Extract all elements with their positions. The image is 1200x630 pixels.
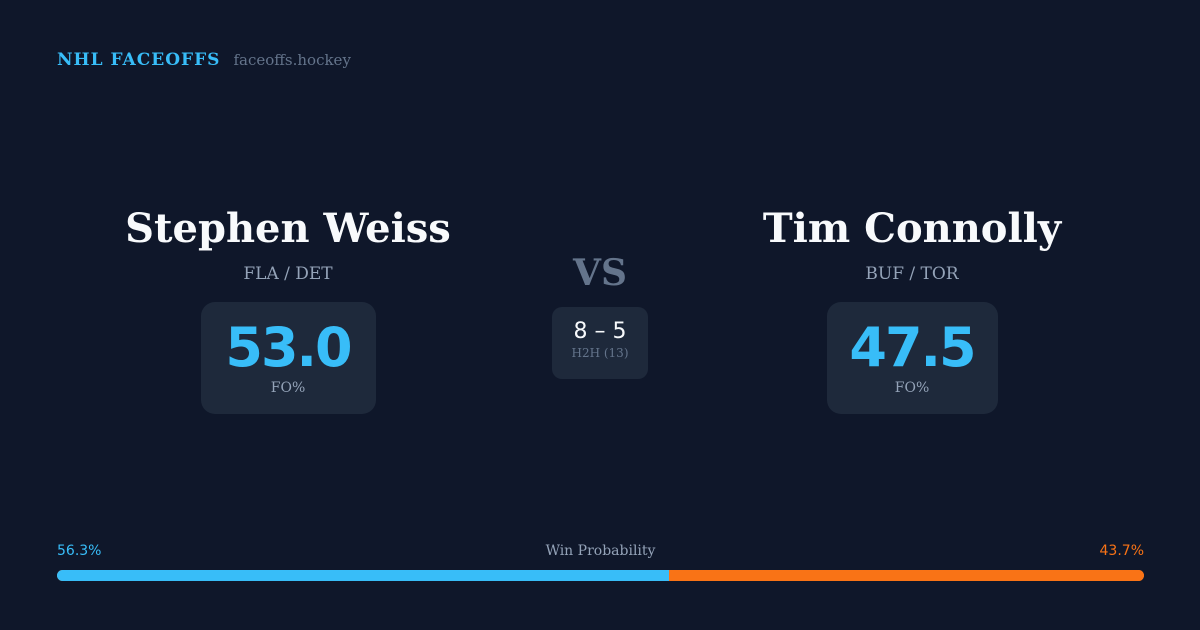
h2h-score: 8 – 5: [573, 319, 627, 344]
player-teams: BUF / TOR: [865, 264, 959, 284]
faceoff-pct-label: FO%: [894, 380, 930, 396]
faceoff-pct-value: 47.5: [849, 316, 976, 379]
player-2: Tim Connolly BUF / TOR 47.5 FO%: [712, 205, 1112, 414]
player-name: Tim Connolly: [762, 205, 1062, 252]
faceoff-pct-label: FO%: [270, 380, 306, 396]
player-1: Stephen Weiss FLA / DET 53.0 FO%: [88, 205, 488, 414]
player-name: Stephen Weiss: [125, 205, 451, 252]
win-prob-title: Win Probability: [545, 543, 656, 559]
brand-url: faceoffs.hockey: [233, 51, 351, 69]
h2h-label: H2H (13): [571, 346, 629, 360]
vs-label: VS: [573, 252, 627, 294]
brand-title: NHL FACEOFFS: [57, 50, 221, 70]
faceoff-pct-card: 47.5 FO%: [826, 302, 998, 414]
win-prob-left: 56.3%: [57, 543, 102, 559]
win-prob-bar-right: [668, 570, 1144, 581]
win-probability: 56.3% Win Probability 43.7%: [57, 543, 1144, 581]
faceoff-pct-value: 53.0: [225, 316, 352, 379]
brand: NHL FACEOFFS faceoffs.hockey: [57, 50, 351, 70]
win-prob-bar-left: [57, 570, 669, 581]
player-teams: FLA / DET: [243, 264, 333, 284]
head-to-head-card: 8 – 5 H2H (13): [552, 307, 648, 379]
win-prob-right: 43.7%: [1099, 543, 1144, 559]
faceoff-pct-card: 53.0 FO%: [200, 302, 376, 414]
win-prob-bar: [57, 570, 1144, 581]
